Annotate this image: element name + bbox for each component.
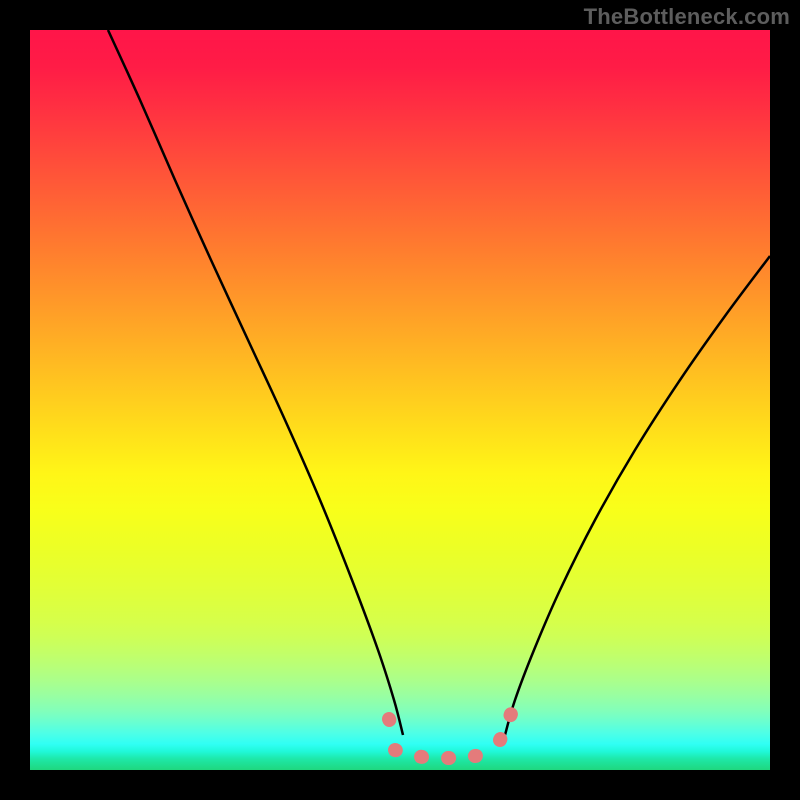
- chart-svg: [0, 0, 800, 800]
- gradient-background: [30, 30, 770, 770]
- bottleneck-chart: TheBottleneck.com: [0, 0, 800, 800]
- watermark-text: TheBottleneck.com: [584, 4, 790, 30]
